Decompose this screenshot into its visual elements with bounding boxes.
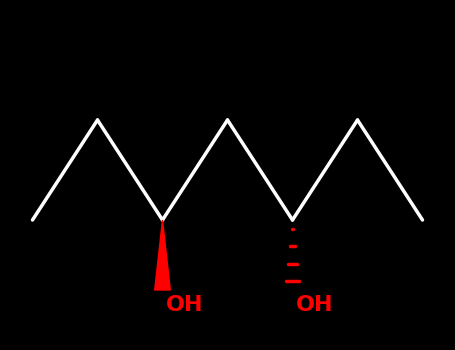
Text: OH: OH — [296, 295, 333, 315]
Text: OH: OH — [166, 295, 203, 315]
Polygon shape — [155, 220, 170, 290]
